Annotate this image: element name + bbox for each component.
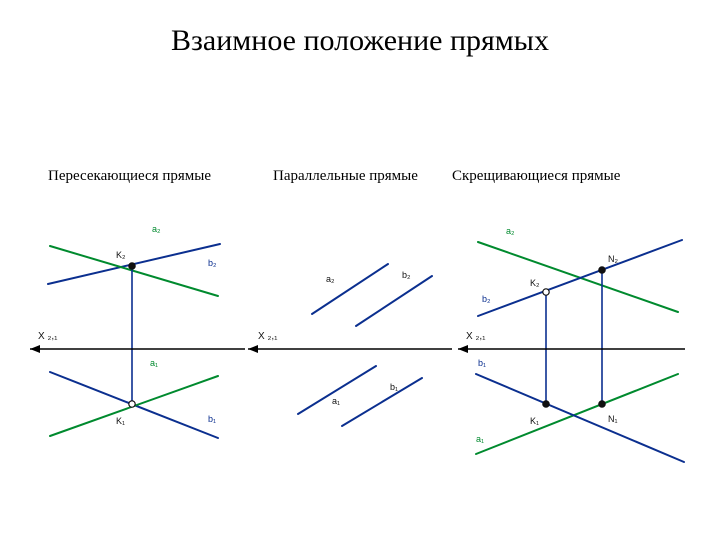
subtitle-skew: Скрещивающиеся прямые xyxy=(452,168,620,185)
line-label: a₁ xyxy=(332,396,340,406)
panel-parallel: a₂ b₂ a₁ b₁ X ₂,₁ xyxy=(248,264,452,426)
line-label: a₂ xyxy=(326,274,335,284)
point-label: K₁ xyxy=(116,416,125,426)
axis-label: X ₂,₁ xyxy=(38,331,58,342)
panel-skew: a₂ b₂ a₁ b₁ X ₂,₁ K₂ N₂ K₁ N₁ xyxy=(458,226,685,462)
point-marker xyxy=(129,401,135,407)
axis-arrow-icon xyxy=(30,345,40,353)
point-marker xyxy=(543,289,549,295)
point-label: N₁ xyxy=(608,414,618,424)
line-label: a₂ xyxy=(152,224,161,234)
line xyxy=(50,246,218,296)
line-label: a₁ xyxy=(150,358,158,368)
line xyxy=(478,240,682,316)
panel-intersecting: b₂ a₂ b₁ a₁ X ₂,₁ K₂ K₁ xyxy=(30,224,245,438)
line-label: b₂ xyxy=(208,258,217,268)
point-marker xyxy=(129,263,135,269)
line xyxy=(298,366,376,414)
diagram-area: b₂ a₂ b₁ a₁ X ₂,₁ K₂ K₁ a₂ b₂ a₁ b₁ X ₂,₁ a₂ b₂ a₁ b₁ X … xyxy=(30,224,690,469)
line xyxy=(476,374,684,462)
line-label: a₂ xyxy=(506,226,515,236)
line-label: b₁ xyxy=(390,382,398,392)
line xyxy=(356,276,432,326)
line-label: b₂ xyxy=(402,270,411,280)
point-marker xyxy=(599,401,605,407)
line-label: a₁ xyxy=(476,434,484,444)
point-label: K₂ xyxy=(116,250,126,260)
axis-arrow-icon xyxy=(458,345,468,353)
point-label: K₂ xyxy=(530,278,540,288)
diagram-svg: b₂ a₂ b₁ a₁ X ₂,₁ K₂ K₁ a₂ b₂ a₁ b₁ X ₂,₁ a₂ b₂ a₁ b₁ X … xyxy=(30,224,690,469)
point-label: K₁ xyxy=(530,416,539,426)
point-label: N₂ xyxy=(608,254,618,264)
line xyxy=(312,264,388,314)
page-root: Взаимное положение прямых Пересекающиеся… xyxy=(0,0,720,540)
axis-label: X ₂,₁ xyxy=(258,331,278,342)
line-label: b₁ xyxy=(208,414,216,424)
line-label: b₂ xyxy=(482,294,491,304)
axis-arrow-icon xyxy=(248,345,258,353)
point-marker xyxy=(599,267,605,273)
line xyxy=(342,378,422,426)
line-label: b₁ xyxy=(478,358,486,368)
subtitle-intersecting: Пересекающиеся прямые xyxy=(48,168,211,185)
axis-label: X ₂,₁ xyxy=(466,331,486,342)
page-title: Взаимное положение прямых xyxy=(0,24,720,58)
point-marker xyxy=(543,401,549,407)
subtitle-parallel: Параллельные прямые xyxy=(273,168,418,185)
